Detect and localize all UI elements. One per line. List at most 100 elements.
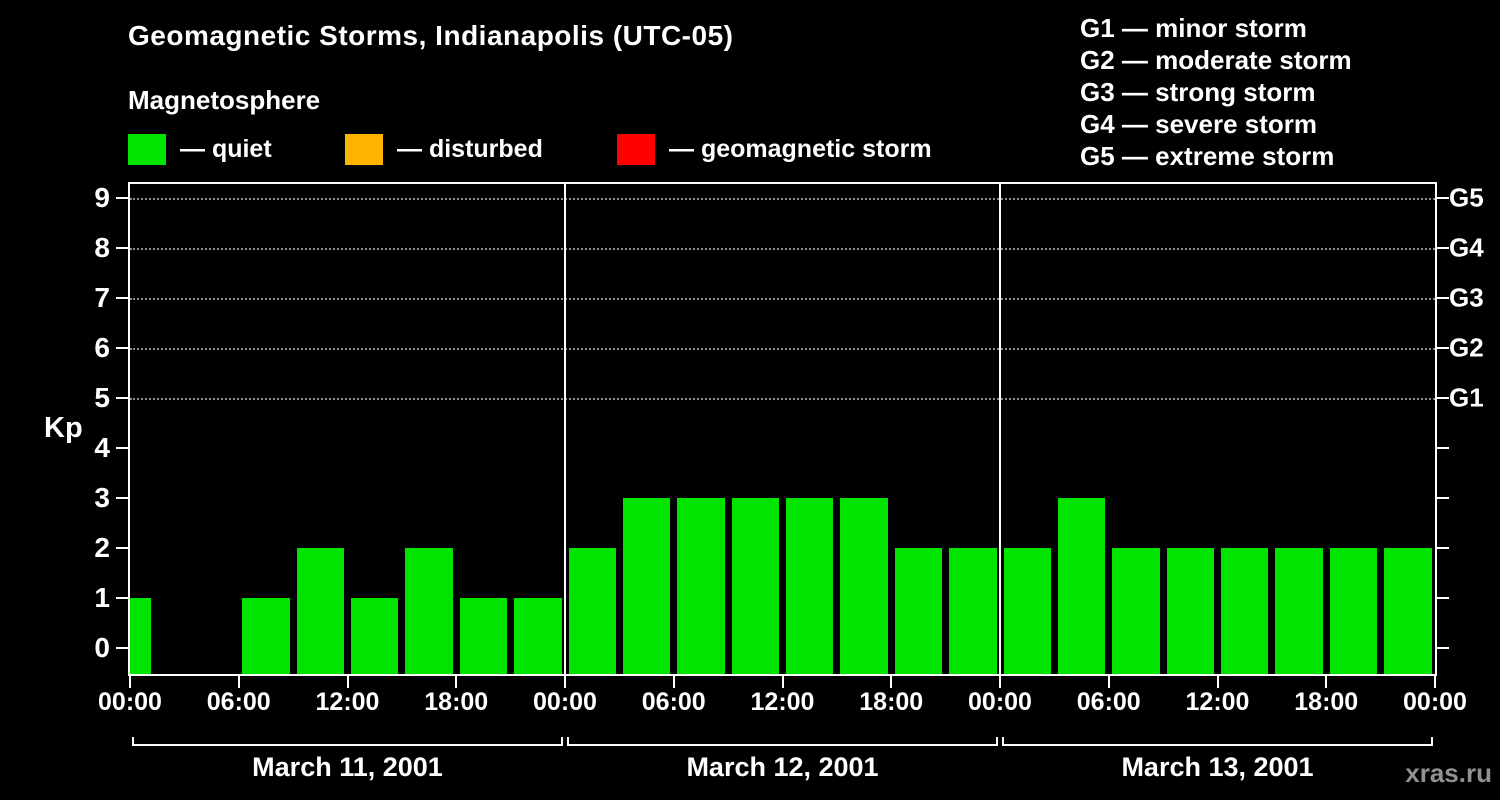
time-tick-label: 06:00 (1076, 688, 1141, 716)
g-level-label: G2 (1449, 332, 1484, 363)
kp-gridline (130, 248, 1435, 250)
g-legend-row: G5 — extreme storm (1080, 141, 1335, 171)
time-tick-label: 00:00 (1403, 688, 1467, 716)
day-separator-line (999, 184, 1001, 674)
x-axis-tick (1107, 676, 1110, 688)
kp-bar (459, 598, 508, 674)
kp-bar (1003, 548, 1051, 674)
plot-area (128, 182, 1437, 676)
x-axis-tick (237, 676, 240, 688)
kp-bar (1057, 498, 1106, 674)
y-tick-label: 2 (94, 532, 110, 563)
kp-bar (1112, 548, 1160, 674)
day-separator-line (564, 184, 566, 674)
y-tick-label: 9 (94, 182, 110, 213)
date-label: March 12, 2001 (686, 752, 879, 782)
legend-item: — disturbed (345, 133, 543, 165)
g-legend-row: G3 — strong storm (1080, 77, 1316, 107)
y-axis-tick-left (116, 447, 128, 449)
x-axis-tick (564, 676, 566, 688)
g-legend-row: G4 — severe storm (1080, 109, 1318, 139)
time-tick-label: 18:00 (424, 688, 489, 716)
y-tick-label: 0 (94, 632, 110, 663)
time-tick-label: 06:00 (206, 688, 271, 716)
kp-bar (514, 598, 562, 674)
x-axis-tick (672, 676, 675, 688)
x-axis-tick (1434, 676, 1436, 688)
y-axis-tick-right (1437, 497, 1449, 499)
y-axis-tick-left (116, 397, 128, 399)
x-axis-tick (781, 676, 784, 688)
kp-bar (622, 498, 671, 674)
time-tick-label: 00:00 (533, 688, 597, 716)
legend-color-swatch (128, 133, 166, 165)
x-axis-tick (346, 676, 349, 688)
g-level-label: G5 (1449, 182, 1484, 213)
y-axis-tick-right (1437, 197, 1449, 199)
x-axis-tick (1216, 676, 1219, 688)
kp-bar (568, 548, 616, 674)
kp-bar (1384, 548, 1432, 674)
time-tick-label: 00:00 (98, 688, 162, 716)
y-tick-label: 5 (94, 382, 110, 413)
y-axis-tick-left (116, 597, 128, 599)
y-axis-tick-right (1437, 647, 1449, 649)
y-axis-tick-left (116, 247, 128, 249)
y-tick-label: 7 (94, 282, 110, 313)
y-tick-label: 3 (94, 482, 110, 513)
y-tick-label: 8 (94, 232, 110, 263)
chart-title: Geomagnetic Storms, Indianapolis (UTC-05… (128, 20, 734, 51)
y-axis-tick-left (116, 497, 128, 499)
magnetosphere-label: Magnetosphere (128, 85, 321, 115)
g-level-label: G1 (1449, 382, 1484, 413)
kp-bar (1221, 548, 1269, 674)
kp-gridline (130, 298, 1435, 300)
kp-bar (840, 498, 888, 674)
kp-bar (1166, 548, 1214, 674)
y-axis-tick-right (1437, 597, 1449, 599)
kp-gridline (130, 398, 1435, 400)
legend-item: — quiet (128, 133, 272, 165)
kp-bar (242, 598, 290, 674)
y-axis-tick-right (1437, 297, 1449, 299)
g-legend-row: G2 — moderate storm (1080, 45, 1352, 75)
legend-color-swatch (345, 133, 383, 165)
kp-gridline (130, 198, 1435, 200)
time-tick-label: 00:00 (968, 688, 1032, 716)
legend-item-label: — quiet (180, 134, 272, 163)
legend-item-label: — geomagnetic storm (669, 134, 932, 163)
y-axis-tick-left (116, 547, 128, 549)
date-label: March 11, 2001 (252, 752, 443, 782)
date-label: March 13, 2001 (1121, 752, 1314, 782)
x-axis-tick (890, 676, 893, 688)
kp-bar (894, 548, 943, 674)
time-tick-label: 12:00 (750, 688, 815, 716)
kp-bar (677, 498, 725, 674)
kp-bar (949, 548, 997, 674)
kp-bar (1329, 548, 1378, 674)
x-axis-tick (129, 676, 131, 688)
y-axis-tick-right (1437, 347, 1449, 349)
legend-color-swatch (617, 133, 655, 165)
legend-item-label: — disturbed (397, 134, 543, 163)
kp-gridline (130, 348, 1435, 350)
x-axis-tick (999, 676, 1001, 688)
legend-item: — geomagnetic storm (617, 133, 932, 165)
date-bracket (132, 737, 563, 746)
x-axis-tick (455, 676, 458, 688)
xras-watermark: xras.ru (1405, 758, 1492, 788)
kp-bar (130, 598, 151, 674)
time-tick-label: 18:00 (1294, 688, 1359, 716)
g-legend-row: G1 — minor storm (1080, 13, 1307, 43)
y-axis-tick-right (1437, 397, 1449, 399)
date-bracket (1002, 737, 1433, 746)
time-tick-label: 12:00 (315, 688, 380, 716)
time-tick-label: 18:00 (859, 688, 924, 716)
kp-bar (1275, 548, 1323, 674)
kp-axis-label: Kp (44, 412, 83, 444)
y-axis-tick-right (1437, 547, 1449, 549)
kp-bar (296, 548, 344, 674)
